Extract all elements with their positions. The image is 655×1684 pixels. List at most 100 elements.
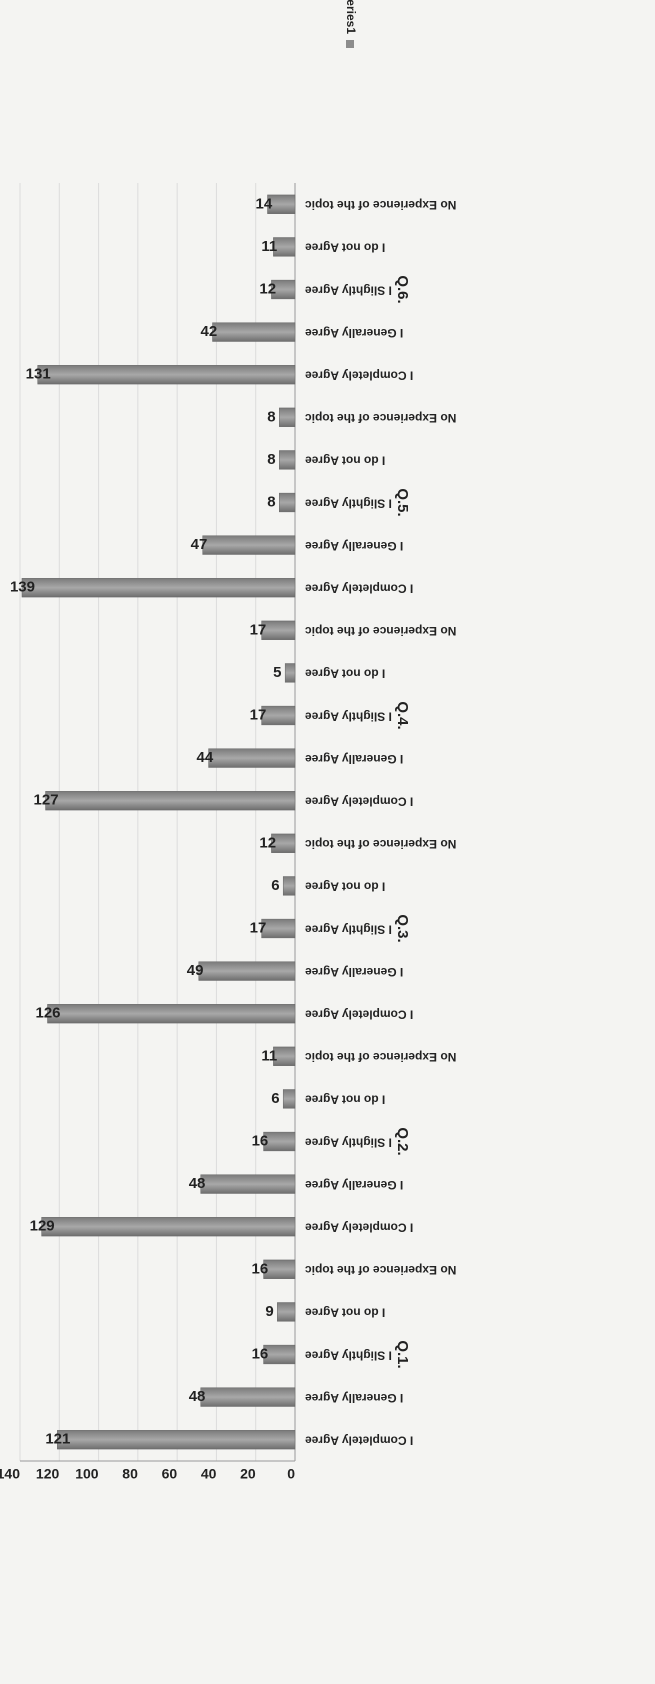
data-label: 8 [267, 408, 275, 425]
x-tick-label: I Completely Agree [305, 1221, 414, 1235]
bar [263, 1259, 296, 1279]
bar [263, 1131, 296, 1152]
x-tick-label: I Generally Agree [305, 1178, 404, 1192]
data-label: 12 [259, 834, 276, 851]
bar [263, 1344, 296, 1365]
y-tick-label: 140 [0, 1466, 20, 1482]
bar [273, 237, 296, 257]
bar [279, 450, 296, 470]
data-label: 16 [252, 1345, 269, 1362]
data-label: 16 [252, 1260, 269, 1277]
x-tick-label: I Slightly Agree [305, 1135, 392, 1149]
y-tick-label: 40 [201, 1466, 217, 1482]
bar [282, 876, 296, 896]
data-label: 11 [261, 238, 277, 255]
data-label: 8 [267, 451, 275, 468]
group-label: Q.4. [394, 701, 411, 729]
group-label: Q.6. [394, 275, 411, 303]
data-label: 42 [201, 323, 218, 340]
bar [200, 1174, 296, 1194]
bar [41, 1217, 296, 1237]
data-label: 14 [256, 195, 273, 212]
plot: 0 20 40 60 80 100 120 140 I Completely Agree 121 I… [0, 0, 456, 1482]
x-tick-label: I Completely Agree [305, 795, 414, 809]
legend-swatch [346, 40, 354, 48]
bar [282, 1089, 296, 1109]
bar [261, 918, 296, 939]
x-tick-label: No Experience of the topic [305, 837, 457, 851]
x-tick-label: I Slightly Agree [305, 922, 392, 936]
x-tick-label: No Experience of the topic [305, 1050, 457, 1064]
bar [261, 620, 296, 640]
bar [271, 833, 296, 853]
bar [277, 1302, 296, 1322]
data-label: 8 [267, 493, 275, 510]
x-tick-label: No Experience of the topic [305, 198, 457, 212]
y-tick-label: 60 [162, 1466, 178, 1482]
bar [200, 1387, 296, 1407]
x-tick-label: I Slightly Agree [305, 496, 392, 510]
data-label: 129 [30, 1218, 55, 1235]
y-tick-label: 0 [287, 1466, 295, 1482]
group-label: Q.5. [394, 488, 411, 516]
x-tick-label: I Completely Agree [305, 582, 414, 596]
data-label: 139 [10, 579, 35, 596]
data-label: 44 [197, 749, 214, 766]
data-label: 17 [250, 706, 267, 723]
data-label: 47 [191, 536, 208, 553]
x-tick-label: No Experience of the topic [305, 411, 457, 425]
group-label: Q.2. [394, 1127, 411, 1155]
bar [21, 578, 296, 598]
x-tick-label: I Slightly Agree [305, 709, 392, 723]
x-tick-label: I do not Agree [305, 454, 386, 468]
x-tick-label: No Experience of the topic [305, 624, 457, 638]
y-tick-label: 100 [75, 1466, 99, 1482]
group-label: Q.3. [394, 914, 411, 942]
x-tick-label: I do not Agree [305, 880, 386, 894]
x-tick-label: I Slightly Agree [305, 283, 392, 297]
data-label: 131 [26, 366, 51, 383]
bar [198, 961, 296, 981]
x-tick-label: I Generally Agree [305, 539, 404, 553]
bar [208, 748, 296, 768]
x-tick-label: No Experience of the topic [305, 1263, 457, 1277]
data-label: 127 [34, 792, 59, 809]
bar [57, 1430, 296, 1450]
y-tick-label: 80 [122, 1466, 138, 1482]
data-label: 12 [259, 280, 276, 297]
bar [45, 791, 296, 811]
data-label: 17 [250, 919, 267, 936]
bar [267, 194, 296, 214]
x-tick-label: I Generally Agree [305, 1391, 404, 1405]
y-tick-label: 120 [36, 1466, 60, 1482]
x-tick-label: I Slightly Agree [305, 1348, 392, 1362]
bar [271, 279, 296, 300]
bar [279, 407, 296, 427]
bar [202, 535, 296, 555]
data-label: 17 [250, 621, 267, 638]
x-tick-label: I do not Agree [305, 667, 386, 681]
bar [212, 322, 296, 342]
bar [37, 365, 296, 385]
x-tick-label: I Completely Agree [305, 1434, 414, 1448]
x-tick-label: I do not Agree [305, 241, 386, 255]
data-label: 6 [271, 877, 279, 894]
x-tick-label: I do not Agree [305, 1093, 386, 1107]
data-label: 121 [45, 1431, 70, 1448]
data-label: 11 [261, 1047, 277, 1064]
x-tick-label: I Generally Agree [305, 965, 404, 979]
x-tick-label: I Generally Agree [305, 752, 404, 766]
x-tick-label: I Completely Agree [305, 1008, 414, 1022]
x-tick-label: I Generally Agree [305, 326, 404, 340]
data-label: 48 [189, 1388, 206, 1405]
data-label: 49 [187, 962, 204, 979]
x-tick-label: I do not Agree [305, 1306, 386, 1320]
y-tick-label: 20 [240, 1466, 256, 1482]
data-label: 16 [252, 1132, 269, 1149]
group-label: Q.1. [394, 1340, 411, 1368]
bar [261, 705, 296, 726]
data-label: 48 [189, 1175, 206, 1192]
data-label: 9 [265, 1303, 273, 1320]
data-label: 126 [36, 1005, 61, 1022]
